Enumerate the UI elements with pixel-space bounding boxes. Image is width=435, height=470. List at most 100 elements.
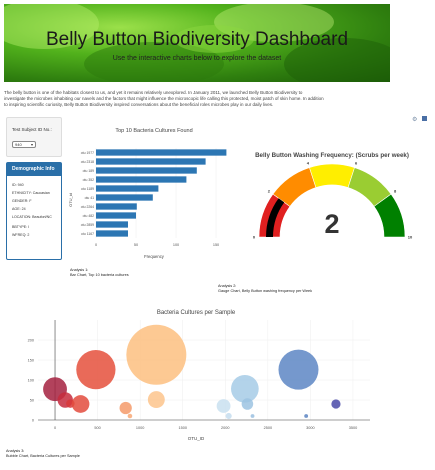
subject-id-value: 940	[15, 142, 22, 147]
demographic-line: WFREQ: 2	[12, 233, 30, 237]
gauge-tick-label: 2	[268, 189, 271, 194]
gauge-tick-label: 8	[394, 189, 397, 194]
bubble[interactable]	[304, 414, 309, 418]
caption-line: Analysis 2:	[218, 284, 237, 288]
bubble-y-tick-label: 50	[30, 399, 34, 403]
bar-y-tick-label: otu 1977	[81, 151, 94, 155]
bar[interactable]	[96, 203, 137, 210]
gauge-tick-label: 10	[408, 235, 413, 240]
gauge-value: 2	[324, 209, 339, 239]
gauge-band	[373, 193, 406, 238]
caption-line: Bubble Chart, Bacteria Cultures per Samp…	[6, 453, 80, 458]
bar-y-tick-label: otu 2318	[81, 160, 94, 164]
demographic-line: AGE: 24	[12, 207, 26, 211]
bubble-x-tick-label: 2500	[264, 426, 272, 430]
chart-settings-icon[interactable]: ⚙	[412, 117, 418, 123]
bubble-y-tick-label: 0	[32, 419, 34, 423]
bubble-chart: Bacteria Cultures per Sample OTU_ID 0 50 1…	[28, 310, 370, 441]
demographic-info-panel: Demographic Info ID: 940 ETHNICITY: Cauc…	[6, 162, 62, 260]
caption-line: Bar Chart, Top 10 bacteria cultures	[70, 272, 129, 277]
bubble[interactable]	[119, 401, 132, 415]
save-icon[interactable]	[422, 116, 428, 121]
demographic-line: ID: 940	[12, 183, 24, 187]
gauge-tick-label: 0	[253, 235, 256, 240]
bar-x-tick-label: 0	[95, 243, 97, 247]
caption-line: Gauge Chart, Belly Button washing freque…	[218, 288, 313, 293]
bubble[interactable]	[216, 399, 231, 413]
bar[interactable]	[96, 185, 159, 192]
bubble-x-tick-label: 1500	[178, 426, 186, 430]
bar-y-tick-label: otu 352	[83, 178, 94, 182]
bar-chart-x-label: Frequency	[144, 254, 165, 259]
page-subtitle: Use the interactive charts below to expl…	[112, 55, 282, 62]
subject-id-dropdown[interactable]: 940 ▾	[12, 141, 36, 148]
subject-selector-panel: Test Subject ID No.: 940 ▾	[6, 117, 62, 157]
chevron-down-icon: ▾	[30, 142, 33, 147]
intro-line: to inspiring scientific curiosity, Belly…	[4, 102, 274, 107]
bar[interactable]	[96, 176, 187, 183]
bubble-y-tick-label: 200	[28, 339, 34, 343]
bar[interactable]	[96, 212, 136, 219]
gauge-tick-label: 6	[355, 160, 358, 165]
bar-y-tick-label: otu 189	[83, 169, 94, 173]
bubble-x-tick-label: 3000	[306, 426, 314, 430]
intro-line: The belly button is one of the habitats …	[4, 90, 303, 95]
demographic-line: LOCATION: Beaufort/NC	[12, 215, 52, 219]
gauge-band	[309, 163, 355, 188]
bubble-x-tick-label: 1000	[136, 426, 144, 430]
bar-x-tick-label: 50	[134, 243, 138, 247]
bar-y-tick-label: otu 2859	[81, 223, 94, 227]
bar-y-tick-label: otu 41	[85, 196, 95, 200]
gauge-caption: Analysis 2: Gauge Chart, Belly Button wa…	[218, 284, 312, 293]
bubble-chart-title: Bacteria Cultures per Sample	[157, 310, 236, 316]
bubble[interactable]	[126, 324, 187, 385]
gauge-value-bar	[266, 198, 285, 237]
caption-line: Analysis 1:	[70, 268, 89, 272]
bubble[interactable]	[331, 399, 341, 409]
bubble-x-tick-label: 0	[54, 426, 56, 430]
bar-chart-y-label: OTU_id	[68, 193, 73, 207]
bubble-x-tick-label: 2000	[221, 426, 229, 430]
bar-chart-title: Top 10 Bacteria Cultures Found	[115, 128, 192, 134]
demographic-line: GENDER: F	[12, 199, 32, 203]
bar-y-tick-label: otu 1167	[81, 232, 94, 236]
bar-x-tick-label: 100	[173, 243, 179, 247]
bubble-x-tick-label: 500	[94, 426, 100, 430]
bubble[interactable]	[225, 412, 232, 420]
bubble-y-tick-label: 150	[28, 359, 34, 363]
bubble[interactable]	[231, 374, 259, 403]
gauge-title: Belly Button Washing Frequency: (Scrubs …	[255, 152, 409, 159]
bubble[interactable]	[147, 391, 165, 409]
bubble-y-tick-label: 100	[28, 379, 34, 383]
plot-toolbar: ⚙	[412, 116, 428, 123]
bubble-x-tick-label: 3500	[349, 426, 357, 430]
bubble[interactable]	[76, 349, 116, 390]
bar-y-tick-label: otu 482	[83, 214, 94, 218]
bar[interactable]	[96, 221, 128, 228]
intro-line: investigate the microbes inhabiting our …	[4, 96, 324, 101]
bar[interactable]	[96, 149, 227, 156]
bar-x-tick-label: 150	[213, 243, 219, 247]
bubble[interactable]	[127, 413, 133, 419]
wash-frequency-gauge: Belly Button Washing Frequency: (Scrubs …	[253, 152, 413, 240]
gauge-tick-label: 4	[307, 160, 310, 165]
bar[interactable]	[96, 158, 206, 165]
bubble[interactable]	[250, 414, 255, 418]
bar-y-tick-label: otu 2264	[81, 205, 94, 209]
intro-paragraph: The belly button is one of the habitats …	[4, 90, 396, 108]
demographic-line: ETHNICITY: Caucasian	[12, 191, 50, 195]
bubble-chart-caption: Analysis 3: Bubble Chart, Bacteria Cultu…	[6, 449, 80, 458]
bubble[interactable]	[241, 398, 254, 410]
bar[interactable]	[96, 194, 153, 201]
bar-y-tick-label: otu 1189	[81, 187, 94, 191]
header-banner: Belly Button Biodiversity Dashboard Use …	[4, 4, 390, 82]
demographic-info-title: Demographic Info	[7, 163, 61, 176]
bar[interactable]	[96, 230, 128, 237]
bubble[interactable]	[71, 395, 90, 413]
demographic-line: BBTYPE: I	[12, 225, 30, 229]
top10-bar-chart: Top 10 Bacteria Cultures Found OTU_id Fr…	[68, 128, 227, 259]
bubble-chart-x-label: OTU_ID	[188, 436, 205, 441]
page-title: Belly Button Biodiversity Dashboard	[45, 29, 349, 50]
bar[interactable]	[96, 167, 197, 174]
bubble[interactable]	[278, 349, 319, 390]
